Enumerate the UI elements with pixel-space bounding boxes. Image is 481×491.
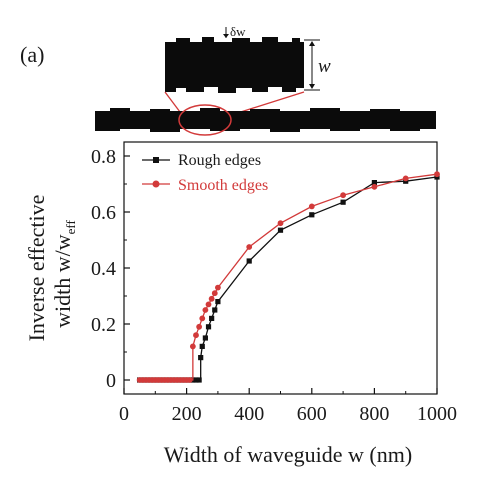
legend-label-rough: Rough edges bbox=[178, 152, 261, 169]
x-tick-label: 400 bbox=[234, 403, 264, 425]
y-axis-title-sub: eff bbox=[63, 219, 78, 234]
data-point-smooth bbox=[205, 301, 212, 308]
data-point-rough bbox=[215, 299, 221, 305]
x-tick-label: 200 bbox=[172, 403, 202, 425]
width-arrow-down-icon bbox=[309, 84, 315, 89]
legend-marker-rough bbox=[153, 157, 159, 163]
waveguide-zoom-segment bbox=[165, 37, 304, 93]
data-point-rough bbox=[193, 377, 199, 383]
data-point-rough bbox=[340, 199, 346, 205]
y-axis-title: Inverse effective width w/weff bbox=[24, 195, 78, 342]
data-point-smooth bbox=[371, 183, 378, 190]
data-point-smooth bbox=[340, 192, 346, 199]
panel-label: (a) bbox=[20, 42, 44, 67]
data-point-smooth bbox=[189, 343, 196, 350]
data-point-smooth bbox=[277, 220, 284, 227]
waveguide-zoom-inset: δw w bbox=[164, 24, 331, 117]
data-point-rough bbox=[209, 315, 215, 321]
legend-marker-smooth bbox=[152, 180, 160, 188]
legend-label-smooth: Smooth edges bbox=[178, 177, 268, 194]
data-point-rough bbox=[309, 212, 315, 218]
x-axis-title: Width of waveguide w (nm) bbox=[164, 442, 412, 467]
zoom-region-ellipse bbox=[178, 104, 232, 136]
x-tick-label: 600 bbox=[297, 403, 327, 425]
series-line bbox=[139, 173, 438, 381]
data-point-rough bbox=[246, 258, 252, 264]
data-point-smooth bbox=[199, 315, 206, 322]
data-point-smooth bbox=[434, 171, 440, 178]
data-point-smooth bbox=[246, 244, 253, 250]
series-rough bbox=[137, 174, 440, 383]
data-point-smooth bbox=[308, 203, 315, 210]
y-axis: 0 0.2 0.4 0.6 0.8 bbox=[91, 146, 130, 392]
y-tick-label: 0.8 bbox=[91, 146, 116, 168]
x-tick-label: 800 bbox=[359, 403, 389, 425]
data-point-rough bbox=[205, 324, 212, 330]
data-series bbox=[136, 171, 440, 383]
x-tick-label: 1000 bbox=[417, 403, 457, 425]
data-point-rough bbox=[212, 307, 218, 313]
y-axis-title-line2: width w/weff bbox=[50, 219, 78, 327]
delta-w-label: δw bbox=[230, 24, 246, 39]
waveguide-strip-body bbox=[95, 108, 436, 132]
y-tick-label: 0.6 bbox=[91, 202, 116, 224]
y-axis-title-main: width w/w bbox=[50, 234, 75, 328]
plot-frame bbox=[123, 141, 438, 395]
data-point-smooth bbox=[196, 323, 203, 330]
waveguide-strip bbox=[95, 104, 436, 136]
data-point-rough bbox=[196, 377, 202, 383]
data-point-rough bbox=[198, 355, 204, 361]
series-line bbox=[139, 176, 438, 381]
y-tick-label: 0 bbox=[106, 370, 116, 392]
data-point-smooth bbox=[402, 175, 409, 182]
y-tick-label: 0.4 bbox=[91, 258, 116, 280]
plot-area: 0 0.2 0.4 0.6 0.8 0 200 400 600 800 1000 bbox=[91, 141, 457, 425]
width-arrow-up-icon bbox=[309, 41, 315, 46]
data-point-rough bbox=[202, 335, 208, 341]
y-axis-title-line1: Inverse effective bbox=[24, 195, 49, 342]
width-label: w bbox=[318, 56, 331, 77]
data-point-rough bbox=[277, 227, 284, 233]
legend: Rough edges Smooth edges bbox=[142, 152, 268, 194]
data-point-smooth bbox=[193, 332, 199, 339]
data-point-smooth bbox=[211, 290, 218, 297]
delta-w-arrow-icon bbox=[223, 34, 229, 38]
data-point-rough bbox=[371, 180, 377, 186]
x-tick-label: 0 bbox=[119, 403, 129, 425]
x-axis: 0 200 400 600 800 1000 bbox=[119, 388, 457, 425]
data-point-smooth bbox=[215, 284, 221, 291]
data-point-smooth bbox=[202, 307, 209, 313]
data-point-smooth bbox=[186, 377, 193, 383]
data-point-smooth bbox=[208, 295, 215, 302]
y-tick-label: 0.2 bbox=[91, 314, 116, 336]
data-point-rough bbox=[199, 343, 205, 349]
series-smooth bbox=[136, 171, 440, 383]
